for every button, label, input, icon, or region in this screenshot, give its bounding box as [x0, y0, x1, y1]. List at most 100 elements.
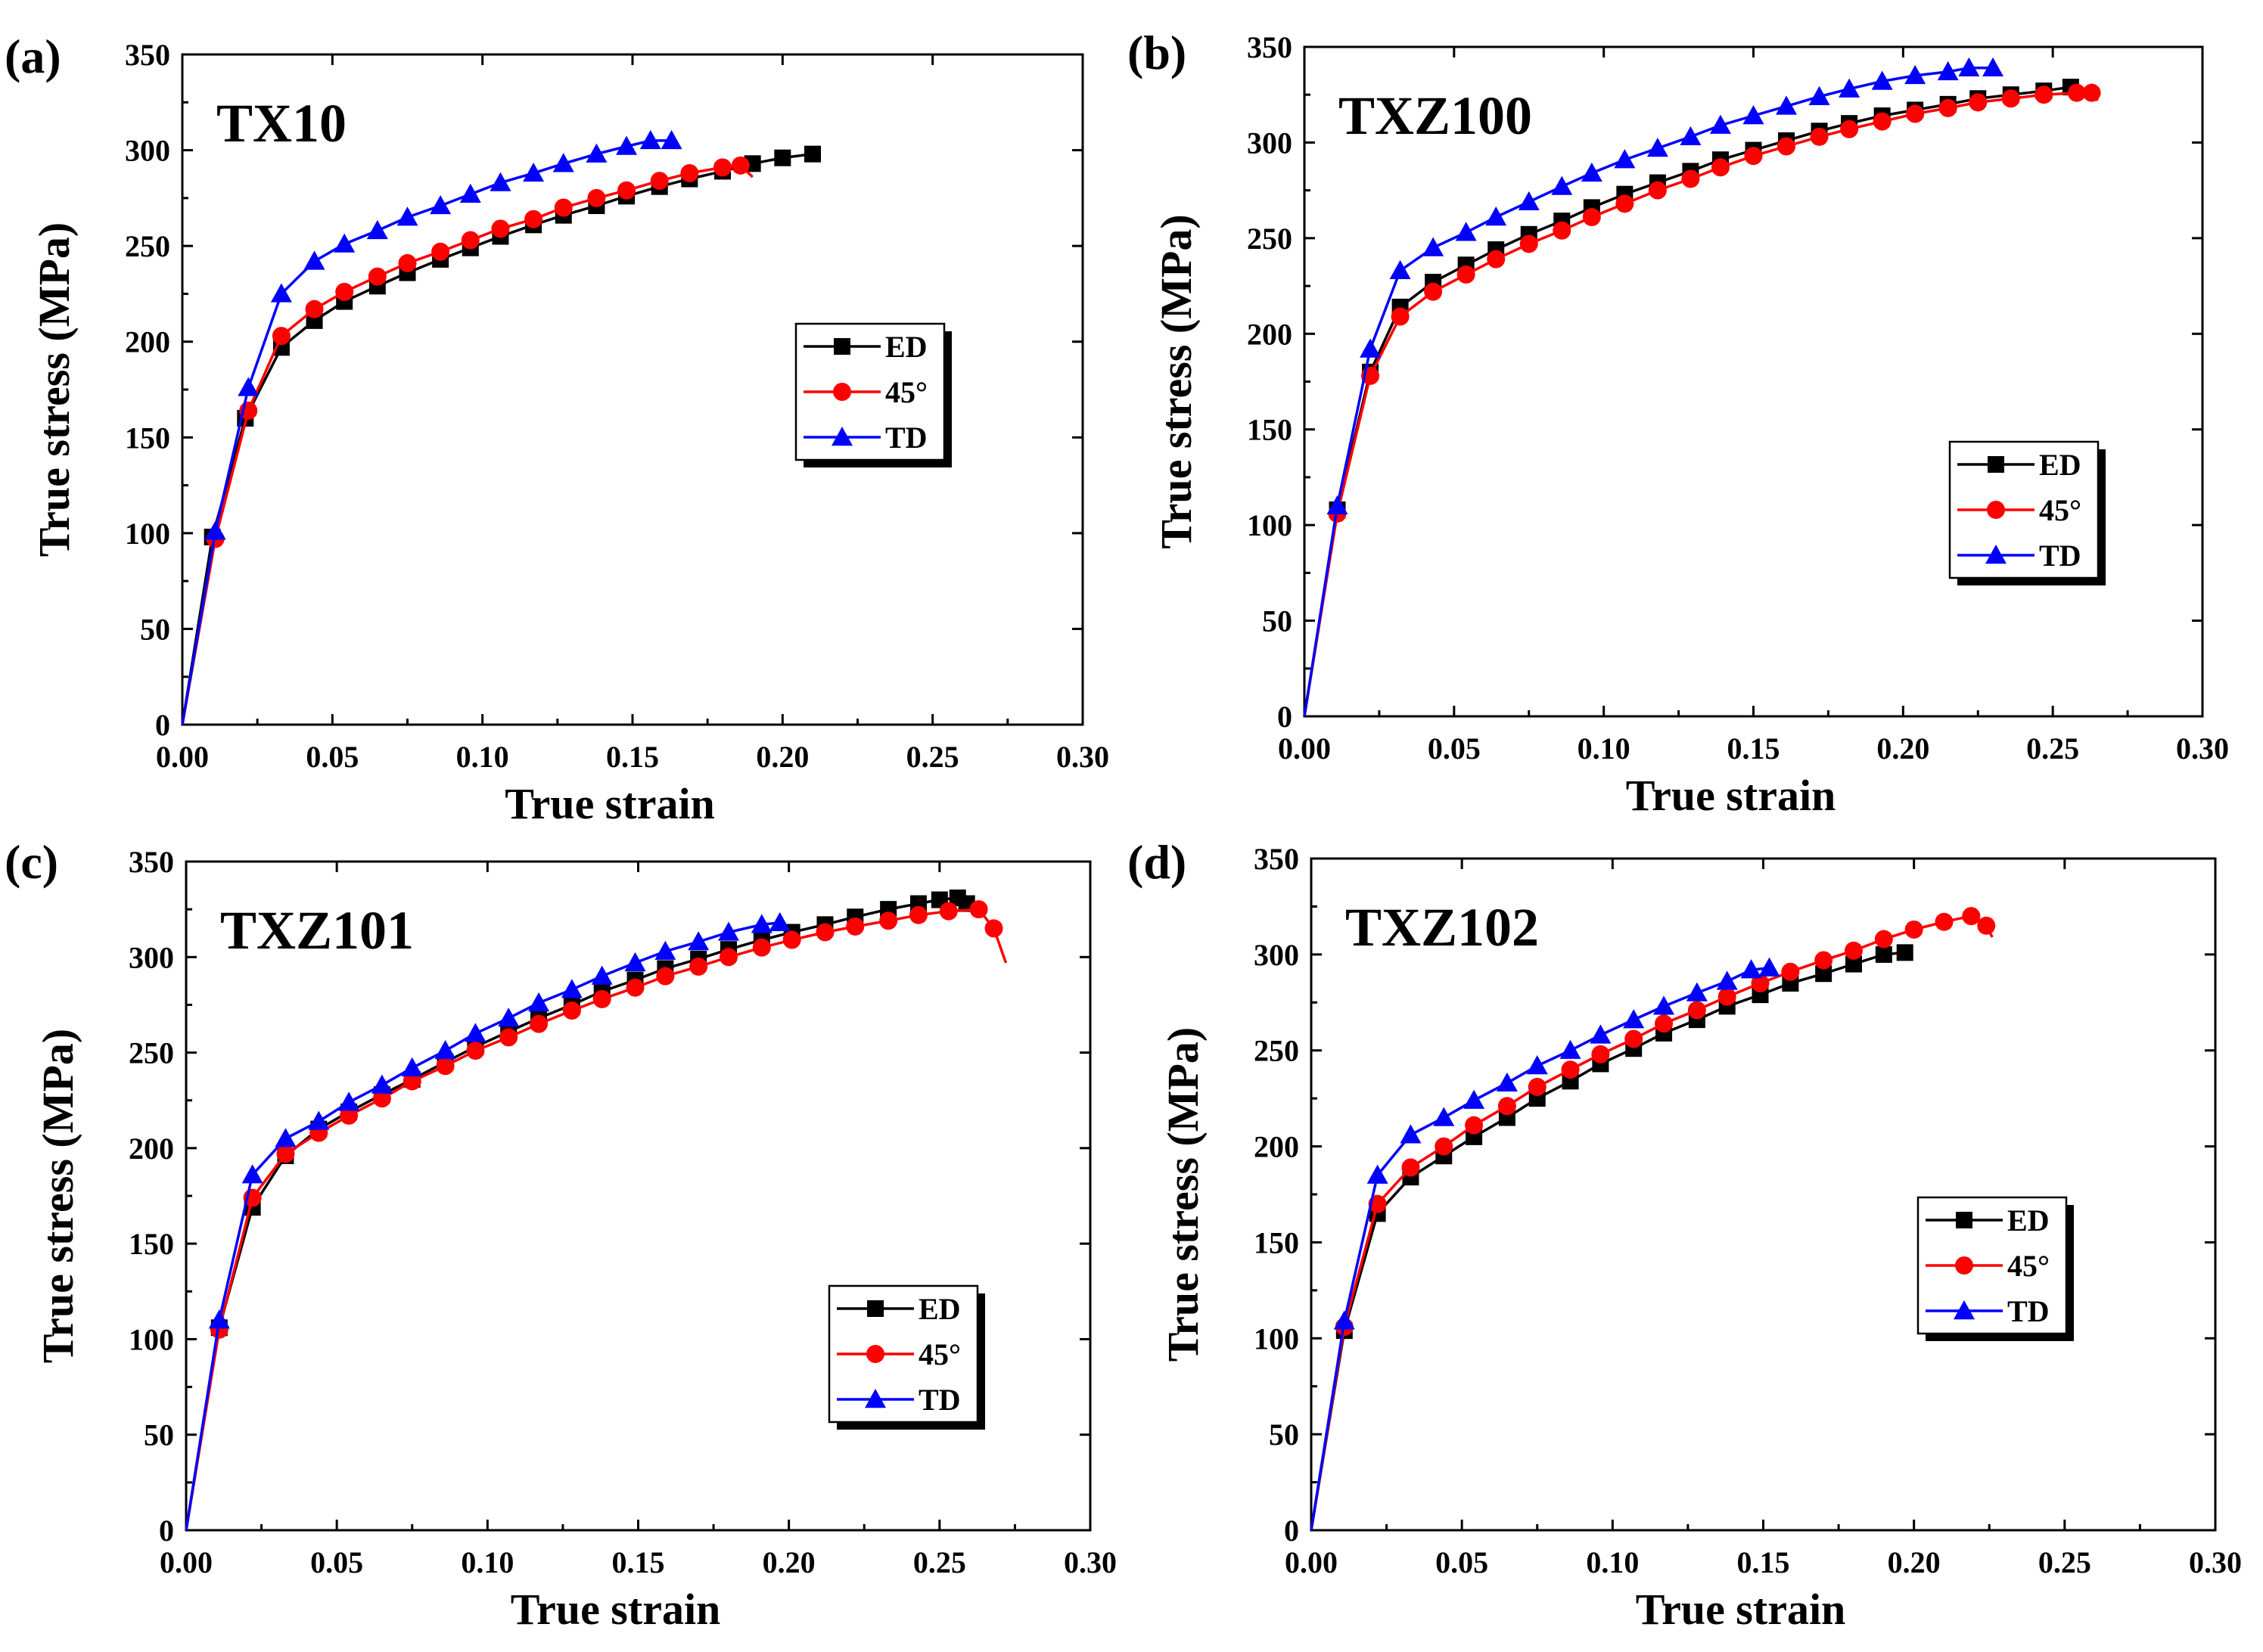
data-point	[1716, 970, 1738, 990]
data-point	[1680, 126, 1702, 146]
legend: ED 45° TD	[1948, 440, 2106, 585]
legend-marker	[1988, 456, 2004, 473]
data-point	[338, 1092, 360, 1111]
data-point	[334, 233, 356, 253]
data-point	[1982, 57, 2004, 77]
data-point	[398, 253, 417, 272]
y-tick-label: 100	[1247, 508, 1292, 542]
series-triangle	[181, 129, 682, 725]
data-point	[626, 978, 645, 997]
data-point	[751, 914, 772, 933]
data-point	[1518, 191, 1540, 211]
x-tick-label: 0.05	[306, 740, 359, 774]
data-point	[688, 931, 710, 951]
y-tick-label: 50	[144, 1418, 174, 1452]
x-tick-label: 0.30	[2189, 1545, 2242, 1579]
data-point	[587, 188, 606, 207]
data-point	[1744, 147, 1763, 166]
data-point	[1424, 282, 1443, 301]
y-tick-label: 200	[1247, 317, 1292, 351]
data-point	[552, 153, 574, 172]
data-point	[1962, 907, 1981, 926]
data-point	[656, 967, 675, 986]
data-point	[1400, 1124, 1422, 1144]
data-point	[1840, 120, 1859, 138]
series-line	[1303, 91, 2099, 717]
data-point	[524, 210, 543, 228]
data-point	[1906, 104, 1925, 123]
x-axis-label: True strain	[1626, 771, 1836, 820]
x-tick-label: 0.00	[156, 740, 209, 774]
data-point	[1935, 912, 1954, 931]
legend-entry: TD	[2039, 539, 2081, 573]
data-point	[1624, 1029, 1643, 1048]
data-point	[1551, 175, 1573, 195]
legend: ED 45° TD	[794, 322, 952, 467]
legend-entry: 45°	[2007, 1249, 2050, 1283]
data-point	[1871, 70, 1893, 90]
legend-entry: ED	[919, 1292, 961, 1326]
data-point	[1937, 61, 1959, 81]
data-point	[208, 1309, 230, 1329]
data-point	[241, 1164, 263, 1184]
legend-entry: TD	[2007, 1294, 2050, 1328]
data-point	[624, 952, 646, 972]
data-point	[1814, 951, 1833, 970]
data-point	[366, 219, 388, 240]
data-point	[272, 327, 291, 346]
x-tick-label: 0.10	[1578, 731, 1630, 765]
data-point	[1839, 78, 1860, 98]
data-point	[303, 250, 325, 270]
data-point	[879, 911, 898, 930]
series-line	[1303, 67, 1993, 717]
data-point	[592, 989, 611, 1008]
legend-entry: ED	[2039, 448, 2081, 482]
data-point	[1815, 965, 1832, 983]
chart-panel-1: 0.00 0.05 0.10 0.15 0.20 0.25 0.30 0 50 100 150 200…	[1127, 26, 2229, 820]
data-point	[308, 1110, 330, 1130]
data-point	[528, 992, 550, 1012]
x-tick-label: 0.25	[2026, 731, 2079, 765]
data-point	[431, 242, 450, 261]
data-point	[1456, 265, 1475, 284]
data-point	[654, 940, 676, 960]
data-point	[436, 1057, 455, 1076]
x-tick-label: 0.20	[1876, 731, 1929, 765]
data-point	[401, 1057, 423, 1076]
data-point	[939, 902, 958, 921]
y-axis-label: True stress (MPa)	[30, 222, 79, 557]
series-square	[1310, 944, 1913, 1531]
data-point	[1435, 1137, 1453, 1156]
legend: ED 45° TD	[1916, 1196, 2074, 1341]
data-point	[1717, 987, 1736, 1006]
legend-entry: ED	[2007, 1203, 2050, 1237]
data-point	[1776, 95, 1798, 115]
data-point	[1874, 930, 1893, 949]
data-point	[1496, 1072, 1518, 1092]
data-point	[2001, 89, 2020, 108]
data-point	[276, 1144, 295, 1163]
data-point	[1742, 105, 1764, 125]
series-circle	[1303, 83, 2101, 717]
x-tick-label: 0.30	[1056, 740, 1109, 774]
data-point	[2067, 83, 2086, 102]
data-point	[1465, 1116, 1484, 1135]
legend-marker	[867, 1300, 884, 1317]
data-point	[275, 1128, 297, 1147]
legend-entry: TD	[919, 1383, 961, 1417]
data-point	[1433, 1107, 1455, 1126]
data-point	[1845, 955, 1862, 973]
series-line	[185, 908, 1008, 1531]
data-point	[617, 181, 636, 200]
y-tick-label: 300	[125, 134, 170, 168]
panel-title: TXZ102	[1345, 897, 1539, 958]
y-tick-label: 150	[1247, 413, 1292, 447]
data-point	[782, 930, 801, 949]
x-tick-label: 0.15	[606, 740, 659, 774]
x-tick-label: 0.15	[1727, 731, 1780, 765]
y-tick-label: 350	[129, 845, 174, 879]
data-point	[909, 905, 928, 924]
data-point	[816, 923, 835, 942]
x-axis-label: True strain	[505, 779, 715, 828]
x-tick-label: 0.00	[1285, 1545, 1338, 1579]
